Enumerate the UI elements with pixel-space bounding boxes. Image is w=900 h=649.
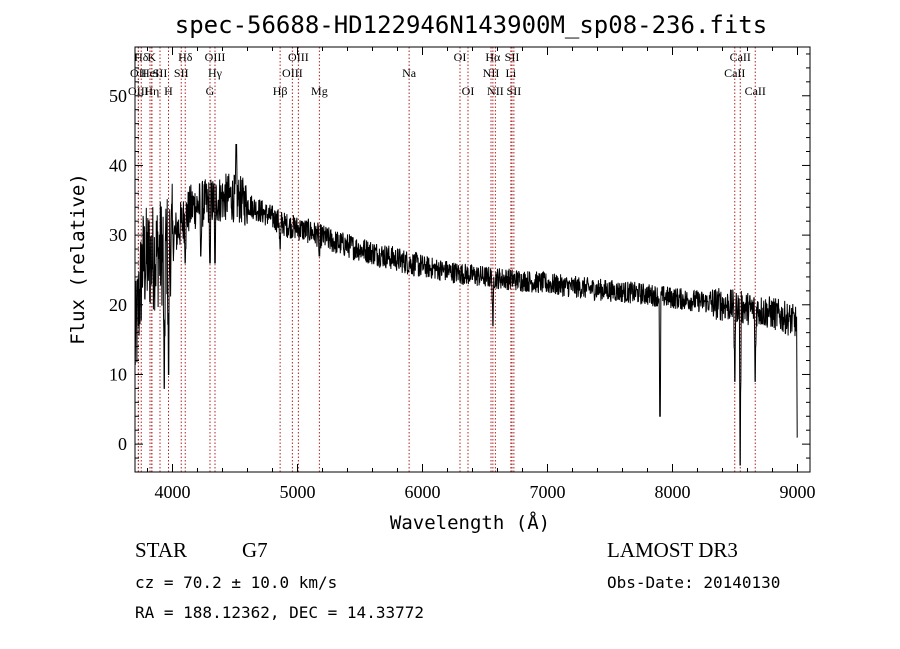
line-label-21: NII	[483, 66, 500, 80]
y-tick-label-1: 10	[109, 364, 127, 384]
spectral-subclass: G7	[242, 538, 268, 562]
line-label-24: Li	[506, 66, 517, 80]
line-label-4: HeI	[141, 66, 159, 80]
x-tick-label-2: 6000	[405, 482, 441, 502]
y-tick-label-5: 50	[109, 86, 127, 106]
line-label-16: Mg	[311, 84, 328, 98]
y-tick-label-0: 0	[118, 434, 127, 454]
line-label-20: Hα	[485, 50, 501, 64]
y-axis-label: Flux (relative)	[67, 173, 89, 345]
y-tick-label-4: 40	[109, 155, 127, 175]
spectrum-chart: spec-56688-HD122946N143900M_sp08-236.fit…	[67, 11, 816, 534]
line-label-23: SII	[505, 50, 520, 64]
line-label-25: SII	[507, 84, 522, 98]
x-tick-label-5: 9000	[780, 482, 816, 502]
y-tick-label-2: 20	[109, 295, 127, 315]
line-label-2: OIII	[128, 84, 149, 98]
line-label-15: Hβ	[273, 84, 288, 98]
plot-frame	[134, 46, 811, 473]
line-label-6: SII	[153, 66, 168, 80]
line-label-17: Na	[402, 66, 417, 80]
spectral-line-labels: HδOIIOIIIKHeIHηSIIHHδSIIOIIIHγGOIIIOIIIH…	[128, 50, 766, 98]
line-label-11: Hγ	[208, 66, 223, 80]
line-label-7: H	[164, 84, 173, 98]
line-label-26: CaII	[730, 50, 751, 64]
x-tick-label-4: 8000	[655, 482, 691, 502]
observation-date: Obs-Date: 20140130	[607, 573, 781, 592]
y-tick-label-3: 30	[109, 225, 127, 245]
line-label-12: G	[206, 84, 215, 98]
redshift-value: cz = 70.2 ± 10.0 km/s	[135, 573, 338, 592]
survey-name: LAMOST DR3	[607, 538, 738, 562]
line-label-18: OI	[454, 50, 467, 64]
x-axis-ticks: 4000 5000 6000 7000 8000 9000	[147, 47, 816, 502]
line-label-28: CaII	[745, 84, 766, 98]
spectrum-line	[134, 144, 798, 466]
object-class: STAR	[135, 538, 187, 562]
sky-coordinates: RA = 188.12362, DEC = 14.33772	[135, 603, 424, 622]
line-label-3: K	[147, 50, 156, 64]
x-axis-label: Wavelength (Å)	[390, 511, 550, 534]
line-label-5: Hη	[144, 84, 159, 98]
line-label-9: SII	[174, 66, 189, 80]
chart-title: spec-56688-HD122946N143900M_sp08-236.fit…	[175, 11, 767, 39]
line-label-8: Hδ	[178, 50, 193, 64]
line-label-13: OIII	[288, 50, 309, 64]
x-tick-label-1: 5000	[280, 482, 316, 502]
x-tick-label-3: 7000	[530, 482, 566, 502]
line-label-1: OII	[130, 66, 147, 80]
line-label-10: OIII	[205, 50, 226, 64]
line-label-22: NII	[487, 84, 504, 98]
spectral-line-markers	[137, 47, 756, 472]
line-label-14: OIII	[282, 66, 303, 80]
x-tick-label-0: 4000	[155, 482, 191, 502]
line-label-27: CaII	[724, 66, 745, 80]
line-label-19: OI	[462, 84, 475, 98]
